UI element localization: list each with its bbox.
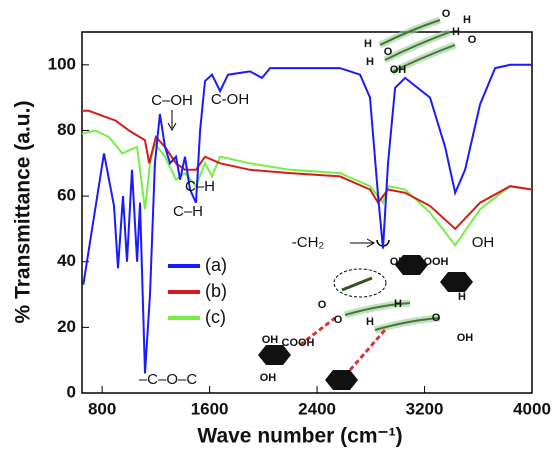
molecule-label: OH [390,256,407,268]
annotation: C–H [173,203,203,220]
annotation: –C–O–C [139,371,198,388]
y-tick-label: 20 [57,317,76,336]
annotation: C-OH [211,91,249,108]
molecule-label: H [366,316,374,328]
molecule-label: H [452,26,460,38]
molecule-label: COOH [282,337,315,349]
annotation: C–H [185,178,215,195]
series-line [82,63,532,374]
molecule-label: H [364,38,372,50]
molecule-label: H [394,298,402,310]
annotation: OH [472,234,495,251]
y-tick-label: 80 [57,120,76,139]
molecule-label: H [458,291,466,303]
y-tick-label: 40 [57,251,76,270]
x-tick-label: 1600 [191,399,229,418]
molecule-label: O [334,314,343,326]
x-tick-label: 800 [88,399,116,418]
molecule-label: O [318,299,327,311]
molecule-label: OH [262,334,279,346]
molecule-label: H [463,14,471,26]
annotation: C–OH [151,92,193,109]
molecule-label: OH [457,332,474,344]
molecule-label: O [442,8,451,20]
y-tick-label: 0 [67,382,76,401]
plot-frame [81,31,533,394]
molecule-label: OH [390,64,407,76]
annotation: -CH₂ [292,234,325,251]
y-axis-title: % Transmittance (a.u.) [12,101,35,324]
series-line [82,109,533,231]
molecule-label: H [366,56,374,68]
x-tick-label: 4000 [513,399,551,418]
molecule-label: OH [260,372,277,384]
molecule-label: O [432,312,441,324]
molecule-label: O [468,34,477,46]
x-tick-label: 2400 [298,399,336,418]
y-tick-label: 60 [57,186,76,205]
legend-label: (b) [205,281,227,301]
decorations [167,16,473,390]
legend-label: (a) [205,255,227,275]
series-line [81,129,533,247]
legend-label: (c) [205,307,226,327]
y-tick-label: 100 [48,54,76,73]
x-axis-title: Wave number (cm⁻¹) [197,425,402,448]
molecule-label: O [384,46,393,58]
molecule-label: COOH [416,256,449,268]
x-tick-label: 3200 [406,399,444,418]
